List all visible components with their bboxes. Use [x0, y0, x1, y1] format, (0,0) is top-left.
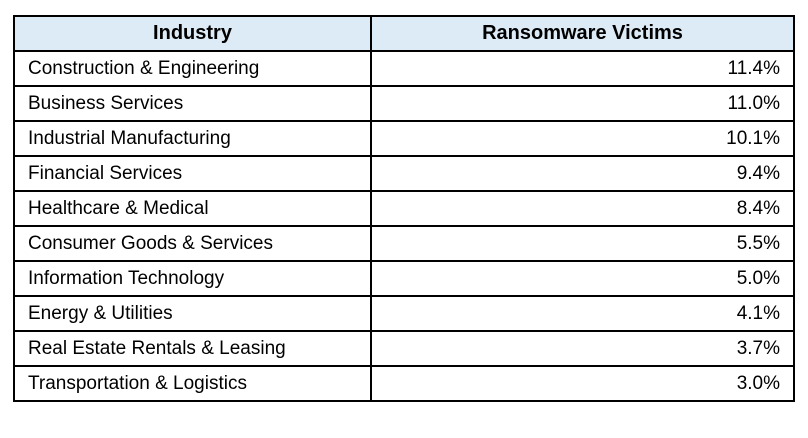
table-row: Information Technology 5.0% — [13, 260, 795, 297]
victims-cell: 8.4% — [370, 190, 795, 227]
table-row: Business Services 11.0% — [13, 85, 795, 122]
victims-cell: 5.5% — [370, 225, 795, 262]
industry-cell: Energy & Utilities — [13, 295, 372, 332]
table-row: Energy & Utilities 4.1% — [13, 295, 795, 332]
victims-cell: 3.7% — [370, 330, 795, 367]
victims-cell: 11.4% — [370, 50, 795, 87]
column-header-industry: Industry — [13, 15, 372, 52]
table-row: Consumer Goods & Services 5.5% — [13, 225, 795, 262]
table-row: Transportation & Logistics 3.0% — [13, 365, 795, 402]
industry-cell: Industrial Manufacturing — [13, 120, 372, 157]
table-row: Industrial Manufacturing 10.1% — [13, 120, 795, 157]
column-header-ransomware-victims: Ransomware Victims — [370, 15, 795, 52]
industry-cell: Consumer Goods & Services — [13, 225, 372, 262]
ransomware-victims-table: Industry Ransomware Victims Construction… — [13, 15, 795, 402]
victims-cell: 10.1% — [370, 120, 795, 157]
industry-cell: Financial Services — [13, 155, 372, 192]
industry-cell: Construction & Engineering — [13, 50, 372, 87]
ransomware-victims-table-container: Industry Ransomware Victims Construction… — [13, 15, 795, 402]
victims-cell: 11.0% — [370, 85, 795, 122]
table-row: Real Estate Rentals & Leasing 3.7% — [13, 330, 795, 367]
victims-cell: 3.0% — [370, 365, 795, 402]
table-row: Healthcare & Medical 8.4% — [13, 190, 795, 227]
victims-cell: 5.0% — [370, 260, 795, 297]
table-row: Financial Services 9.4% — [13, 155, 795, 192]
industry-cell: Information Technology — [13, 260, 372, 297]
victims-cell: 9.4% — [370, 155, 795, 192]
industry-cell: Real Estate Rentals & Leasing — [13, 330, 372, 367]
industry-cell: Healthcare & Medical — [13, 190, 372, 227]
industry-cell: Transportation & Logistics — [13, 365, 372, 402]
industry-cell: Business Services — [13, 85, 372, 122]
table-row: Construction & Engineering 11.4% — [13, 50, 795, 87]
table-header-row: Industry Ransomware Victims — [13, 15, 795, 52]
table-body: Construction & Engineering 11.4% Business … — [13, 50, 795, 402]
victims-cell: 4.1% — [370, 295, 795, 332]
